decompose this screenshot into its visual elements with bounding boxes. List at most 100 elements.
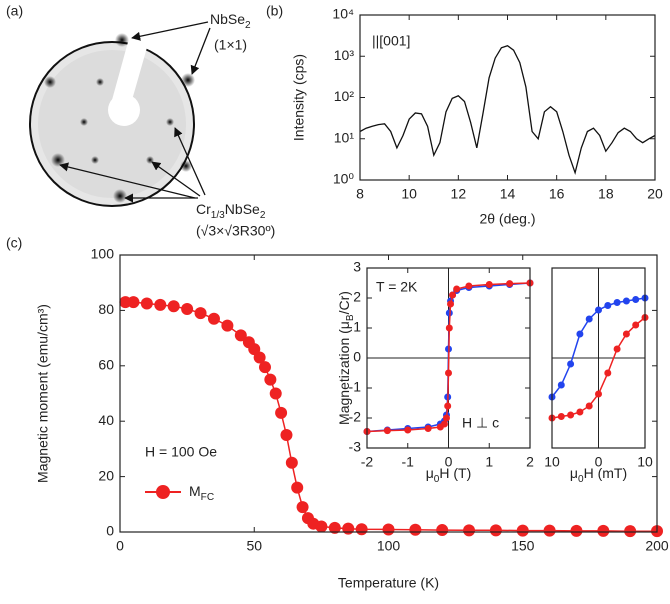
text-part: H (mT) <box>584 465 628 481</box>
data-point <box>270 388 282 400</box>
data-point <box>181 303 193 315</box>
data-point <box>280 429 292 441</box>
data-point <box>384 427 391 434</box>
y-tick-label: 10⁰ <box>333 171 355 187</box>
data-point <box>623 298 630 305</box>
annotation: ||[001] <box>372 33 410 49</box>
data-point <box>127 296 139 308</box>
x-tick-label: 0 <box>116 538 124 554</box>
y-tick-label: 10¹ <box>334 129 355 145</box>
y-tick-label: 40 <box>98 412 114 428</box>
data-point <box>576 331 583 338</box>
text-part: /Cr) <box>336 291 352 314</box>
data-point <box>465 283 472 290</box>
data-point <box>315 520 327 532</box>
y-tick-label: 10³ <box>334 47 355 63</box>
annotation: H = 100 Oe <box>145 444 217 460</box>
y-tick-label: 20 <box>98 467 114 483</box>
x-tick-label: 16 <box>549 186 565 202</box>
data-point <box>486 281 493 288</box>
data-point <box>425 425 432 432</box>
data-point <box>383 524 395 536</box>
data-point <box>444 403 451 410</box>
data-point <box>443 415 450 422</box>
data-point <box>604 370 611 377</box>
data-point <box>275 407 287 419</box>
x-tick-label: 1 <box>485 454 493 470</box>
x-tick-label: 50 <box>246 538 262 554</box>
data-point <box>597 525 609 537</box>
data-point <box>517 525 529 537</box>
data-point <box>595 391 602 398</box>
data-point <box>632 322 639 329</box>
x-tick-label: 150 <box>511 538 535 554</box>
data-point <box>291 482 303 494</box>
superlattice-cell: (√3×√3R30º) <box>196 223 275 239</box>
text-part: FC <box>201 492 214 503</box>
data-point <box>449 292 456 299</box>
data-point <box>453 286 460 293</box>
x-tick-label: -1 <box>402 454 415 470</box>
series-line <box>360 46 655 173</box>
x-tick-label: 200 <box>645 538 669 554</box>
data-point <box>259 361 271 373</box>
annotation: H ⊥ c <box>462 415 499 431</box>
text-part: NbSe <box>225 201 260 217</box>
text-part: μ <box>426 465 434 481</box>
y-tick-label: 2 <box>353 289 361 305</box>
data-point <box>168 300 180 312</box>
x-axis-label: μ0H (T) <box>426 465 472 485</box>
y-tick-label: 0 <box>353 349 361 365</box>
x-axis-label: Temperature (K) <box>338 575 439 591</box>
text-part: NbSe <box>210 11 245 27</box>
x-tick-label: 10 <box>544 454 560 470</box>
data-point <box>342 523 354 535</box>
data-point <box>576 409 583 416</box>
x-tick-label: 2 <box>526 454 534 470</box>
y-axis-label: Intensity (cps) <box>291 54 307 141</box>
x-tick-label: -2 <box>361 454 374 470</box>
text-part: 2 <box>245 20 251 31</box>
data-point <box>595 307 602 314</box>
data-point <box>614 346 621 353</box>
data-point <box>544 525 556 537</box>
text-part: μ <box>336 321 352 329</box>
data-point <box>286 457 298 469</box>
data-point <box>570 525 582 537</box>
x-axis-label: 2θ (deg.) <box>479 211 535 227</box>
y-tick-label: 10⁴ <box>332 6 354 22</box>
data-point <box>614 299 621 306</box>
data-point <box>441 421 448 428</box>
data-point <box>356 523 368 535</box>
y-tick-label: 100 <box>91 246 115 262</box>
data-point <box>463 524 475 536</box>
data-point <box>141 297 153 309</box>
data-point <box>558 382 565 389</box>
panel-label: (a) <box>6 3 23 19</box>
data-point <box>208 313 220 325</box>
annotation: T = 2K <box>376 279 418 295</box>
y-tick-label: 3 <box>353 259 361 275</box>
data-point <box>604 302 611 309</box>
data-point <box>558 413 565 420</box>
data-point <box>436 524 448 536</box>
text-part: M <box>189 483 201 499</box>
data-point <box>154 299 166 311</box>
text-part: 1/3 <box>211 210 225 221</box>
leed-pattern <box>30 22 210 206</box>
x-tick-label: 18 <box>598 186 614 202</box>
y-tick-label: 0 <box>106 523 114 539</box>
data-point <box>409 524 421 536</box>
panel-label: (c) <box>6 235 22 251</box>
data-point <box>586 403 593 410</box>
data-point <box>445 370 452 377</box>
data-point <box>221 320 233 332</box>
legend-label: MFC <box>189 483 214 503</box>
spot-label: NbSe2 <box>210 11 251 31</box>
text-part: μ <box>570 465 578 481</box>
data-point <box>567 412 574 419</box>
y-tick-label: 80 <box>98 301 114 317</box>
x-tick-label: 10 <box>637 454 653 470</box>
panel-label: (b) <box>266 3 283 19</box>
text-part: Magnetization ( <box>336 329 352 425</box>
